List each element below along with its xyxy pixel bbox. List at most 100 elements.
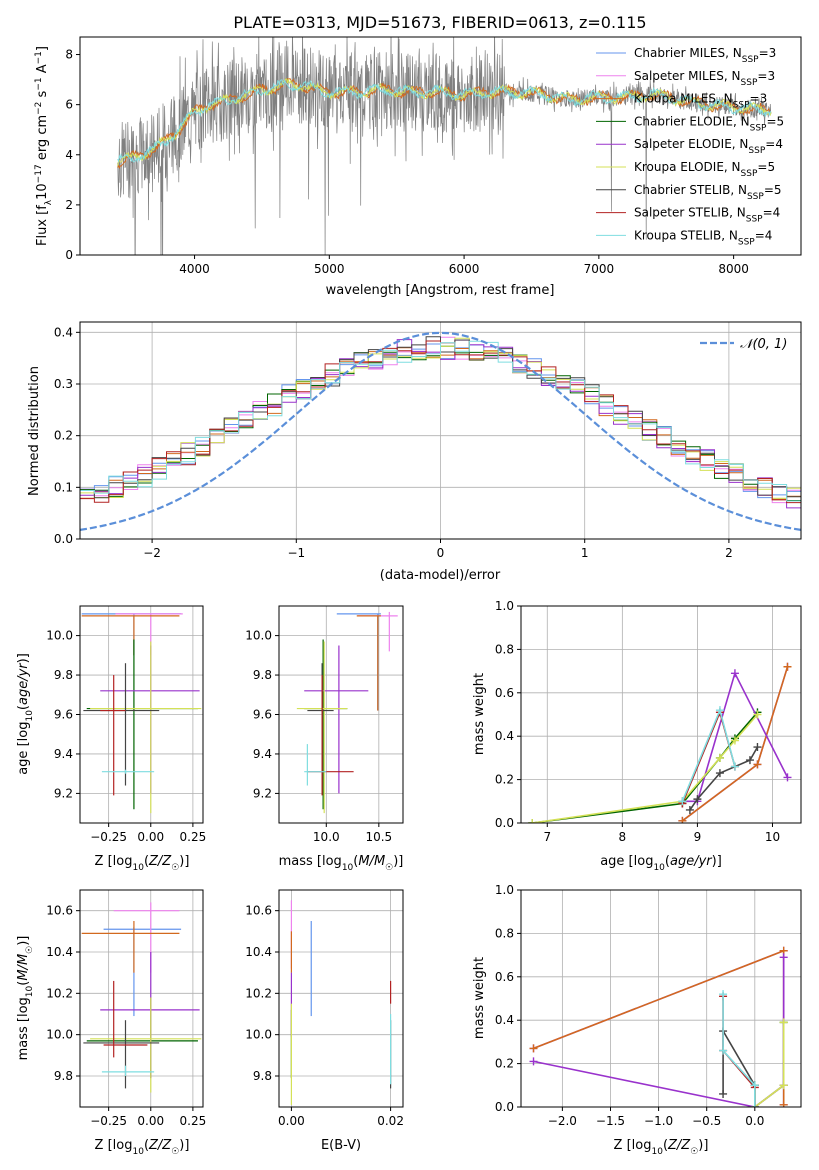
x-axis-label-part: mass [log (279, 854, 342, 869)
x-axis-label-part: 10 (132, 1147, 144, 1157)
y-axis-label-part: 10 (25, 985, 35, 997)
x-axis-label-part: 10 (342, 863, 354, 873)
legend-entry-part: =4 (763, 206, 781, 220)
axes-frame (278, 889, 404, 1108)
x-axis-label-part: Z [log (95, 854, 133, 869)
legend-entry-part: =5 (764, 183, 782, 197)
y-axis-label-part: )] (16, 936, 31, 946)
plot-area (529, 946, 788, 1107)
legend-entry: Kroupa ELODIE, NSSP=5 (634, 160, 775, 179)
x-axis-label: age [log10(age/yr)] (600, 854, 722, 873)
legend-entry: Salpeter MILES, NSSP=3 (634, 69, 775, 88)
plot-area (81, 613, 202, 814)
series-marker-kroupa-elodie (730, 736, 739, 745)
x-axis-label-part: ☉ (171, 863, 179, 873)
series-marker-kroupa-stelib (719, 990, 728, 999)
y-tick-label: 0.6 (495, 970, 514, 984)
y-axis-label-part: Flux [f (35, 205, 50, 246)
x-tick-label: 0.00 (278, 1114, 305, 1128)
x-axis-label: wavelength [Angstrom, rest frame] (326, 283, 555, 298)
legend-entry-part: Chabrier MILES, N (634, 46, 742, 60)
x-axis-label-part: M/M (358, 854, 385, 869)
x-tick-label: −0.25 (90, 830, 127, 844)
series-line-kroupa-elodie (753, 1022, 785, 1107)
x-axis-label-part: ( (665, 854, 670, 869)
x-axis-label-part: 10 (653, 863, 665, 873)
histogram-kroupa-stelib (80, 340, 801, 502)
x-axis-label-part: 10 (132, 863, 144, 873)
x-tick-label: 0.02 (377, 1114, 404, 1128)
x-axis-label: E(B-V) (321, 1138, 361, 1153)
y-axis-label-part: −17 (34, 164, 44, 183)
plot-area (117, 37, 772, 255)
x-tick-label: −1 (287, 546, 305, 560)
series-marker-kroupa-stelib (719, 1046, 728, 1055)
legend-entry-part: Kroupa STELIB, N (634, 228, 738, 242)
series-marker-chabrier-stelib (745, 756, 754, 765)
x-tick-label: −0.5 (692, 1114, 721, 1128)
y-axis-label-part: mass [log (16, 997, 31, 1060)
x-tick-label: 10.5 (365, 830, 392, 844)
x-tick-label: −1.5 (596, 1114, 625, 1128)
x-axis-label-part: Z/Z (148, 854, 172, 869)
series-marker-kroupa-elodie (779, 1081, 788, 1090)
series-marker-kroupa-stelib (730, 762, 739, 771)
axes-frame (79, 605, 204, 824)
series-marker-kroupa-elodie (779, 1018, 788, 1027)
plot-area (296, 611, 398, 814)
y-tick-label: 6 (65, 98, 73, 112)
series-marker-kroupa-stelib (715, 706, 724, 715)
legend-entry-part: Salpeter MILES, N (634, 69, 741, 83)
x-axis-label-part: ( (353, 854, 358, 869)
model-spectrum-kroupa-stelib (117, 79, 772, 163)
x-axis-label: Z [log10(Z/Z☉)] (95, 1138, 190, 1157)
x-tick-label: 6000 (449, 262, 480, 276)
series-marker-kroupa-elodie (715, 753, 724, 762)
y-tick-label: 10.4 (46, 945, 73, 959)
plot-area (528, 662, 792, 823)
y-tick-label: 9.6 (54, 708, 73, 722)
x-tick-label: 7 (543, 830, 551, 844)
series-marker-chabrier-stelib (715, 769, 724, 778)
x-tick-label: −0.25 (90, 1114, 127, 1128)
x-axis-label-part: ☉ (690, 1147, 698, 1157)
x-axis-label-part: )] (712, 854, 722, 869)
x-tick-label: 4000 (179, 262, 210, 276)
y-axis-label-part: age [log (16, 722, 31, 775)
x-tick-label: 2 (725, 546, 733, 560)
y-tick-label: 0.0 (495, 816, 514, 830)
series-marker-salpeter-elodie (529, 1057, 538, 1066)
y-axis-label-part: s (35, 90, 50, 101)
y-tick-label: 1.0 (495, 599, 514, 613)
mass-weight-vs-metallicity-panel: −2.0 −1.5 −1.0 −0.5 0.0 0.0 0.2 0.4 0.6 0.8 1.0 Z [… (472, 883, 802, 1157)
x-axis-label-part: ( (144, 854, 149, 869)
legend-entry-part: SSP (741, 78, 758, 88)
x-tick-label: −2.0 (548, 1114, 577, 1128)
y-axis-label-part: ( (16, 981, 31, 986)
series-marker-kroupa-miles (678, 816, 687, 823)
legend-entry-part: =5 (766, 114, 784, 128)
x-axis-label-part: Z [log (614, 1138, 652, 1153)
y-axis-label-part: A (35, 64, 50, 77)
model-spectrum-kroupa-elodie (117, 77, 772, 167)
x-tick-label: 8000 (718, 262, 749, 276)
y-tick-label: 0 (65, 248, 73, 262)
series-marker-kroupa-stelib (750, 1081, 759, 1090)
legend-entry-part: SSP (747, 192, 764, 202)
y-tick-label: 0.4 (495, 729, 514, 743)
y-tick-label: 10.6 (245, 904, 272, 918)
legend-entry: 𝒩(0, 1) (740, 337, 787, 352)
x-axis-label-part: Z/Z (667, 1138, 691, 1153)
y-tick-label: 0.8 (495, 926, 514, 940)
x-axis-label-part: )] (698, 1138, 708, 1153)
y-axis-label-part: ( (16, 705, 31, 710)
x-tick-label: 8 (619, 830, 627, 844)
series-marker-chabrier-stelib (753, 743, 762, 752)
legend-entry: Chabrier MILES, NSSP=3 (634, 46, 776, 65)
y-tick-label: 0.0 (495, 1100, 514, 1114)
y-tick-label: 10.2 (46, 986, 73, 1000)
y-tick-label: 0.6 (495, 686, 514, 700)
legend-entry-part: Kroupa MILES, N (634, 92, 733, 106)
series-line-kroupa-stelib (722, 994, 756, 1107)
x-axis-label-part: age/yr (670, 854, 713, 869)
